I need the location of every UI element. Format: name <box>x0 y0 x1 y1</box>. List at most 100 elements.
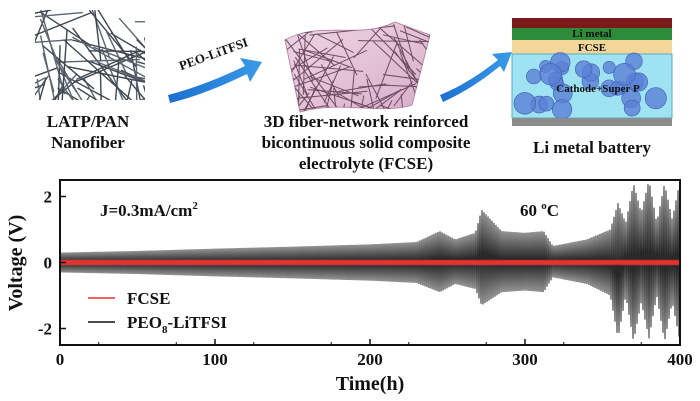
nanofiber-strand <box>88 10 138 68</box>
fcse-layer <box>512 40 672 54</box>
nanofiber-strand <box>35 75 50 96</box>
membrane-fiber <box>297 48 300 112</box>
nanofiber-strand <box>57 45 61 100</box>
membrane-fiber <box>379 104 423 112</box>
membrane-fiber <box>337 92 412 112</box>
nanofiber-strand <box>12 41 31 109</box>
membrane-fiber <box>303 49 368 81</box>
nanofiber-strand <box>124 75 145 100</box>
x-tick-label: 400 <box>667 350 693 369</box>
nanofiber-strand <box>35 11 83 18</box>
nanofiber-strand <box>83 78 97 100</box>
series-peo-litfsi-trace <box>60 180 680 340</box>
cathode-particle <box>602 60 616 74</box>
membrane-fiber <box>394 51 419 83</box>
nanofiber-strand <box>51 79 78 100</box>
membrane-fiber <box>285 47 328 100</box>
cathode-particle <box>574 60 593 78</box>
nanofiber-strand <box>110 32 145 55</box>
membrane-fiber <box>293 73 329 112</box>
step2-label-line1: 3D fiber-network reinforced <box>264 112 469 131</box>
membrane-fiber <box>285 92 301 112</box>
nanofiber-strand <box>94 10 102 61</box>
nanofiber-strand <box>91 10 111 59</box>
nanofiber-strand <box>143 37 145 44</box>
y-axis-label: Voltage (V) <box>5 215 27 311</box>
membrane-fiber <box>361 83 417 108</box>
nanofiber-strand <box>135 76 145 80</box>
bottom-current-collector <box>512 118 672 126</box>
arrow-2 <box>440 52 512 102</box>
membrane-fiber <box>336 31 358 76</box>
nanofiber-strand <box>135 46 138 100</box>
nanofiber-strand <box>61 29 68 100</box>
nanofiber-strand <box>88 50 145 53</box>
nanofiber-strand <box>88 60 143 82</box>
membrane-fiber <box>403 24 414 62</box>
cathode-particle <box>539 63 562 86</box>
step2-label-line2: bicontinuous solid composite <box>262 133 471 152</box>
legend: FCSE PEO8-LiTFSI <box>88 289 227 336</box>
membrane-fiber <box>357 40 430 43</box>
membrane-fiber <box>307 89 362 95</box>
battery-stack-illustration <box>511 18 673 126</box>
nanofiber-strand <box>0 59 33 109</box>
membrane-fiber <box>287 34 315 79</box>
nanofiber-strand <box>36 79 41 100</box>
nanofiber-strand <box>35 38 73 44</box>
membrane-fiber <box>353 26 382 59</box>
membrane-fiber <box>335 83 386 93</box>
membrane-fiber <box>366 78 389 112</box>
series-fcse-trace <box>60 259 680 266</box>
composite-membrane-illustration <box>284 21 431 113</box>
x-tick-label: 100 <box>202 350 228 369</box>
x-tick-label: 200 <box>357 350 383 369</box>
membrane-fiber <box>302 35 306 95</box>
cathode-particle <box>551 99 573 120</box>
nanofiber-strand <box>142 85 145 94</box>
membrane-fiber <box>377 100 393 112</box>
y-tick-label: 0 <box>44 254 53 273</box>
step2-label-line3: electrolyte (FCSE) <box>299 154 433 173</box>
nanofiber-strand <box>118 17 145 49</box>
membrane-fiber <box>353 95 365 112</box>
arrow-1 <box>168 58 262 103</box>
step3-caption: Li metal battery <box>533 138 652 157</box>
membrane-fiber <box>313 80 334 112</box>
nanofiber-strand <box>77 87 98 100</box>
nanofiber-strand <box>35 77 46 84</box>
membrane-fiber <box>399 30 430 64</box>
cathode-particle <box>538 95 555 112</box>
li-metal-layer-label: Li metal <box>572 28 611 40</box>
nanofiber-strand <box>136 38 145 49</box>
membrane-fiber <box>285 92 310 112</box>
nanofiber-strand <box>35 12 92 36</box>
nanofiber-strand <box>67 65 145 83</box>
nanofiber-strand <box>35 10 49 43</box>
membrane-fiber <box>358 84 389 88</box>
legend-label-peo: PEO8-LiTFSI <box>127 313 227 336</box>
top-current-collector <box>512 18 672 28</box>
membrane-fiber <box>393 24 410 72</box>
membrane-fiber <box>294 56 345 112</box>
cathode-layer-label: Cathode+Super P <box>556 83 640 95</box>
nanofiber-strand <box>57 71 112 100</box>
cathode-particle <box>644 87 667 110</box>
membrane-fiber <box>393 80 413 107</box>
membrane-fiber <box>345 68 355 112</box>
x-tick-label: 300 <box>512 350 538 369</box>
nanofiber-strand <box>38 77 47 100</box>
cathode-particle <box>526 68 542 85</box>
membrane-fiber <box>337 90 401 112</box>
membrane-fiber <box>289 56 334 112</box>
nanofiber-mesh-illustration <box>0 10 145 109</box>
nanofiber-strand <box>114 57 120 100</box>
nanofiber-strand <box>55 58 140 63</box>
nanofiber-strand <box>76 49 142 81</box>
cathode-particle <box>613 62 636 86</box>
membrane-fiber <box>400 94 408 112</box>
arrow-1-label: PEO-LiTFSI <box>177 34 250 73</box>
nanofiber-strand <box>39 18 74 100</box>
nanofiber-strand <box>51 73 78 100</box>
